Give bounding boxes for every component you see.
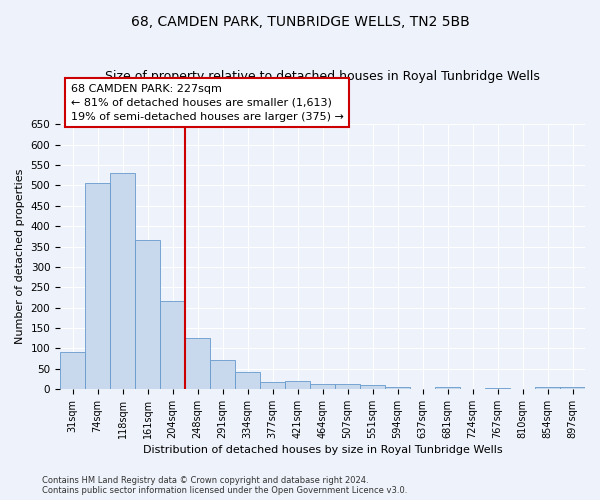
Bar	[60, 352, 85, 389]
Bar	[560, 388, 585, 389]
X-axis label: Distribution of detached houses by size in Royal Tunbridge Wells: Distribution of detached houses by size …	[143, 445, 502, 455]
Bar	[235, 372, 260, 389]
Bar	[210, 360, 235, 389]
Bar	[435, 387, 460, 389]
Bar	[160, 302, 185, 389]
Bar	[335, 384, 360, 389]
Y-axis label: Number of detached properties: Number of detached properties	[15, 169, 25, 344]
Bar	[110, 174, 135, 389]
Text: 68, CAMDEN PARK, TUNBRIDGE WELLS, TN2 5BB: 68, CAMDEN PARK, TUNBRIDGE WELLS, TN2 5B…	[131, 15, 469, 29]
Text: 68 CAMDEN PARK: 227sqm
← 81% of detached houses are smaller (1,613)
19% of semi-: 68 CAMDEN PARK: 227sqm ← 81% of detached…	[71, 84, 343, 122]
Bar	[485, 388, 510, 389]
Bar	[85, 182, 110, 389]
Text: Contains HM Land Registry data © Crown copyright and database right 2024.
Contai: Contains HM Land Registry data © Crown c…	[42, 476, 407, 495]
Bar	[385, 387, 410, 389]
Bar	[310, 384, 335, 389]
Bar	[285, 381, 310, 389]
Bar	[260, 382, 285, 389]
Bar	[185, 338, 210, 389]
Bar	[535, 387, 560, 389]
Title: Size of property relative to detached houses in Royal Tunbridge Wells: Size of property relative to detached ho…	[105, 70, 540, 83]
Bar	[360, 386, 385, 389]
Bar	[135, 240, 160, 389]
